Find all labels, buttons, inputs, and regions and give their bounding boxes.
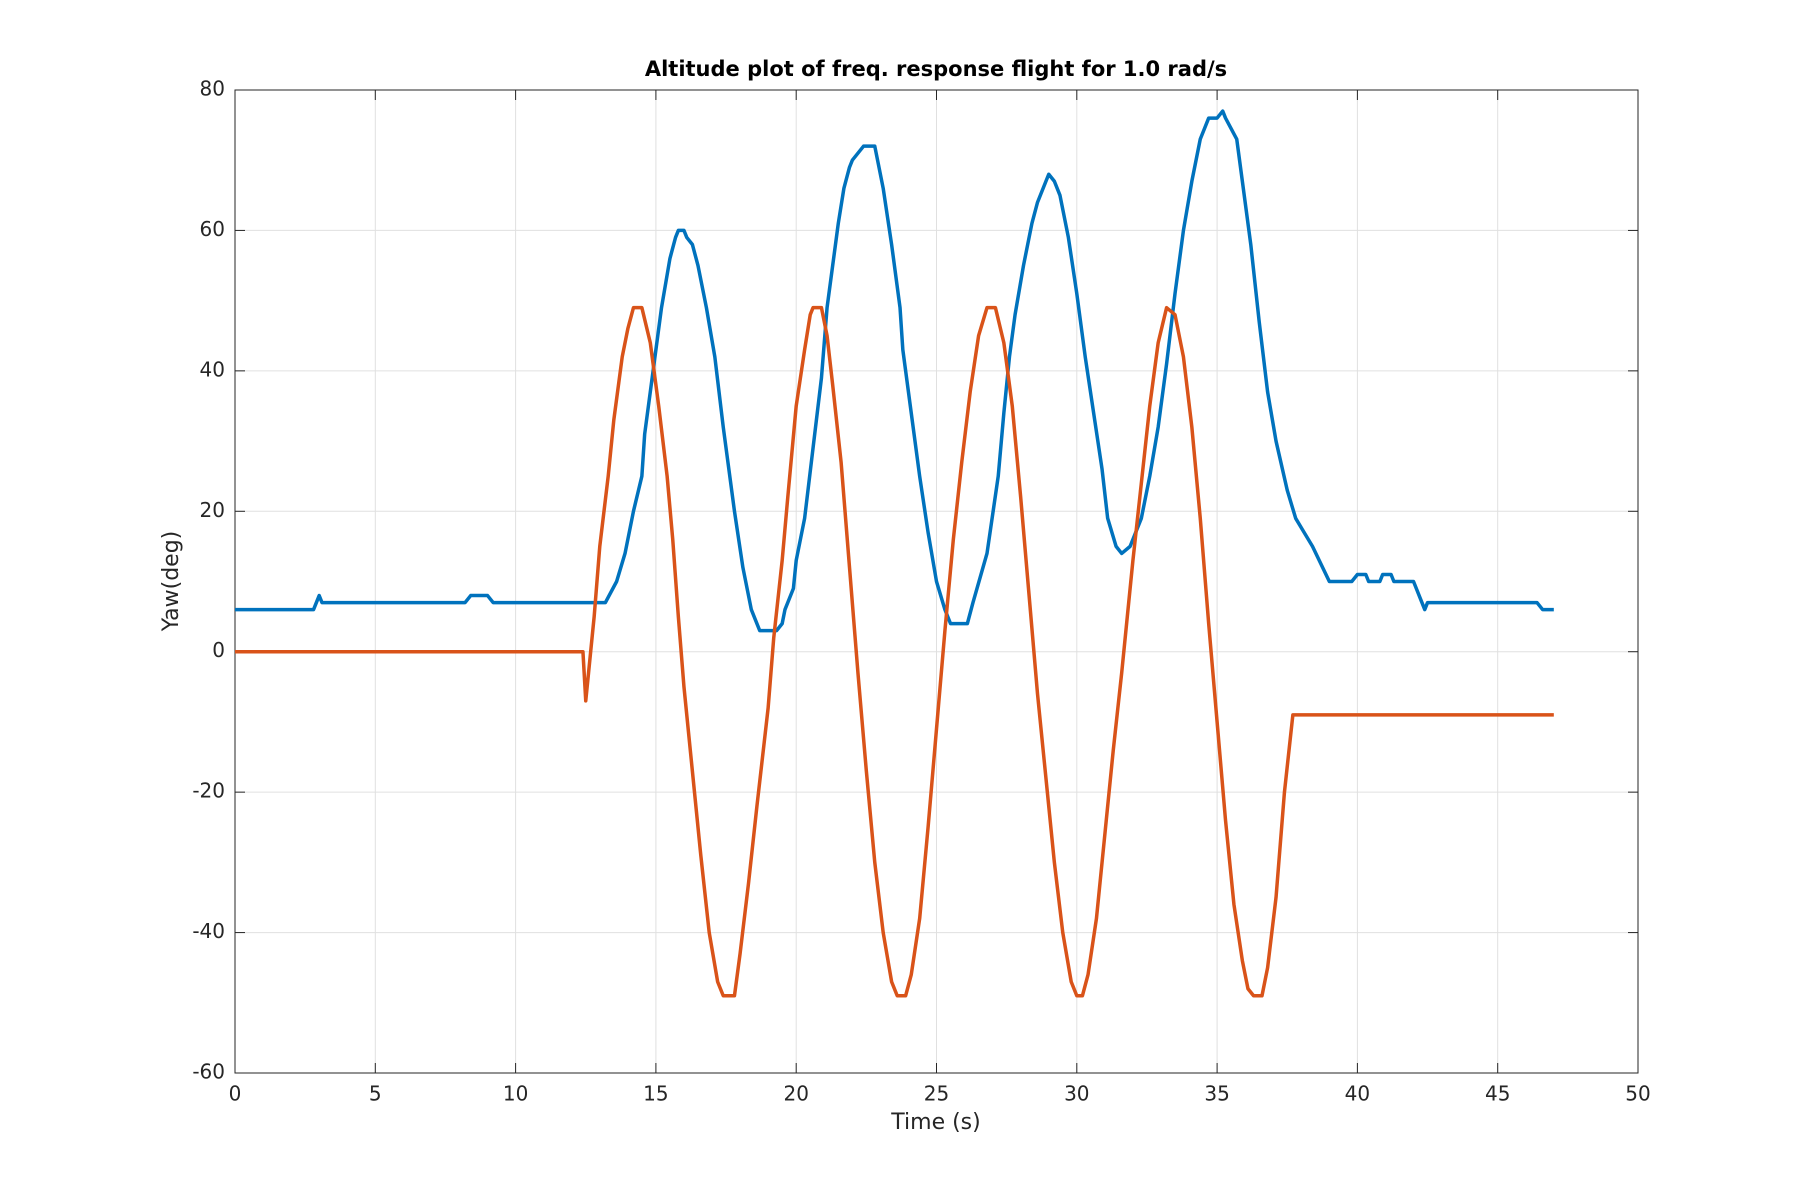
x-tick-label: 45 <box>1485 1082 1510 1106</box>
y-tick-label: -20 <box>192 779 225 803</box>
y-tick-label: -60 <box>192 1060 225 1084</box>
x-tick-label: 15 <box>643 1082 668 1106</box>
y-tick-label: 80 <box>200 77 225 101</box>
plot-frame <box>234 89 1639 1074</box>
chart-title: Altitude plot of freq. response flight f… <box>645 57 1227 81</box>
x-tick-label: 5 <box>369 1082 382 1106</box>
y-tick-label: 20 <box>200 498 225 522</box>
x-tick-label: 30 <box>1064 1082 1089 1106</box>
y-axis-label: Yaw(deg) <box>159 531 184 633</box>
y-tick-label: 0 <box>212 638 225 662</box>
y-tick-label: -40 <box>192 919 225 943</box>
x-tick-label: 25 <box>924 1082 949 1106</box>
x-tick-label: 10 <box>503 1082 528 1106</box>
x-axis-label: Time (s) <box>890 1110 980 1135</box>
data-line <box>235 109 1554 633</box>
y-tick-label: 60 <box>200 217 225 241</box>
x-tick-label: 0 <box>229 1082 242 1106</box>
x-tick-label: 35 <box>1204 1082 1229 1106</box>
x-tick-label: 20 <box>783 1082 808 1106</box>
x-tick-label: 50 <box>1625 1082 1650 1106</box>
x-tick-label: 40 <box>1345 1082 1370 1106</box>
y-tick-label: 40 <box>200 357 225 381</box>
data-line <box>235 305 1554 998</box>
